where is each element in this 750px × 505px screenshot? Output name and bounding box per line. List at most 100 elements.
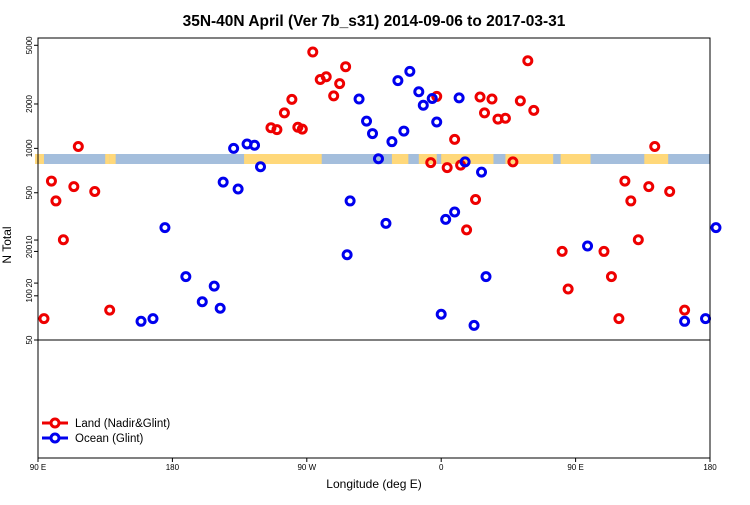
y-tick-label: 20 — [25, 278, 34, 287]
land-point — [461, 224, 473, 236]
land-point — [649, 140, 661, 152]
ocean-point — [228, 142, 240, 154]
ocean-point — [392, 75, 404, 87]
land-point — [643, 181, 655, 193]
ocean-point — [404, 65, 416, 77]
land-point — [625, 195, 637, 207]
ocean-point — [214, 302, 226, 314]
x-tick-label: 180 — [166, 463, 180, 472]
land-point — [38, 313, 50, 325]
land-point — [514, 95, 526, 107]
land-point — [307, 46, 319, 58]
y-tick-label: 10 — [25, 235, 34, 244]
land-point — [598, 245, 610, 257]
ocean-point — [135, 315, 147, 327]
ocean-point — [353, 93, 365, 105]
land-point — [619, 175, 631, 187]
land-strip-segment — [35, 154, 44, 164]
land-strip-segment — [244, 154, 322, 164]
x-tick-label: 90 W — [297, 463, 316, 472]
land-point — [296, 123, 308, 135]
y-axis-lower: 10 20 50 — [25, 235, 38, 344]
land-point — [328, 90, 340, 102]
ocean-point — [232, 183, 244, 195]
y-tick-label: 100 — [25, 289, 34, 303]
land-point — [522, 55, 534, 67]
land-strip-segment — [105, 154, 110, 164]
land-point — [104, 304, 116, 316]
land-point — [507, 156, 519, 168]
y-axis-label: N Total — [0, 226, 14, 263]
land-point — [72, 140, 84, 152]
ocean-point — [344, 195, 356, 207]
land-point — [449, 133, 461, 145]
upper-panel-points — [38, 46, 722, 331]
land-point — [664, 185, 676, 197]
land-point — [474, 91, 486, 103]
ocean-point — [476, 166, 488, 178]
land-point — [68, 181, 80, 193]
land-point — [89, 185, 101, 197]
legend-marker-land — [49, 417, 61, 429]
ocean-point — [180, 271, 192, 283]
legend-item-ocean: Ocean (Glint) — [42, 432, 144, 445]
land-point — [562, 283, 574, 295]
ocean-point — [700, 313, 712, 325]
ocean-point — [710, 222, 722, 234]
land-point — [679, 304, 691, 316]
y-tick-label: 50 — [25, 335, 34, 344]
land-point — [340, 61, 352, 73]
ocean-point — [582, 240, 594, 252]
land-strip-segment — [560, 154, 591, 164]
ocean-point — [159, 222, 171, 234]
ocean-point — [217, 176, 229, 188]
land-point — [45, 175, 57, 187]
land-point — [486, 93, 498, 105]
ocean-point — [367, 128, 379, 140]
y-axis-upper: 100 200 500 1000 2000 5000 — [25, 36, 38, 303]
ocean-point — [435, 308, 447, 320]
chart-title: 35N-40N April (Ver 7b_s31) 2014-09-06 to… — [183, 13, 566, 30]
ocean-point — [398, 125, 410, 137]
ocean-point — [147, 313, 159, 325]
land-point — [470, 193, 482, 205]
y-tick-label: 200 — [25, 244, 34, 258]
y-tick-label: 2000 — [25, 95, 34, 113]
x-tick-label: 180 — [703, 463, 717, 472]
ocean-point — [208, 280, 220, 292]
land-ocean-strip — [35, 154, 710, 164]
plot-frame — [37, 37, 711, 459]
land-strip-segment — [505, 154, 554, 164]
x-tick-label: 90 E — [567, 463, 583, 472]
land-point — [57, 234, 69, 246]
ocean-point — [380, 217, 392, 229]
ocean-point — [426, 92, 438, 104]
ocean-point — [255, 161, 267, 173]
legend-label-ocean: Ocean (Glint) — [75, 433, 144, 445]
y-tick-label: 5000 — [25, 36, 34, 54]
land-point — [50, 195, 62, 207]
ocean-point — [449, 206, 461, 218]
legend: Land (Nadir&Glint) Ocean (Glint) — [42, 417, 170, 445]
ocean-point — [417, 99, 429, 111]
land-point — [613, 313, 625, 325]
x-tick-label: 90 E — [30, 463, 46, 472]
land-strip-segment — [478, 154, 494, 164]
land-point — [556, 245, 568, 257]
ocean-point — [459, 156, 471, 168]
ocean-point — [386, 136, 398, 148]
land-point — [605, 271, 617, 283]
land-point — [632, 234, 644, 246]
x-axis-label: Longitude (deg E) — [326, 477, 421, 491]
ocean-point — [468, 319, 480, 331]
ocean-point — [480, 271, 492, 283]
ocean-point — [431, 116, 443, 128]
ocean-point — [361, 115, 373, 127]
ocean-point — [679, 315, 691, 327]
ocean-point — [249, 139, 261, 151]
ocean-point — [341, 249, 353, 261]
land-point — [286, 93, 298, 105]
land-point — [528, 104, 540, 116]
y-tick-label: 1000 — [25, 139, 34, 157]
